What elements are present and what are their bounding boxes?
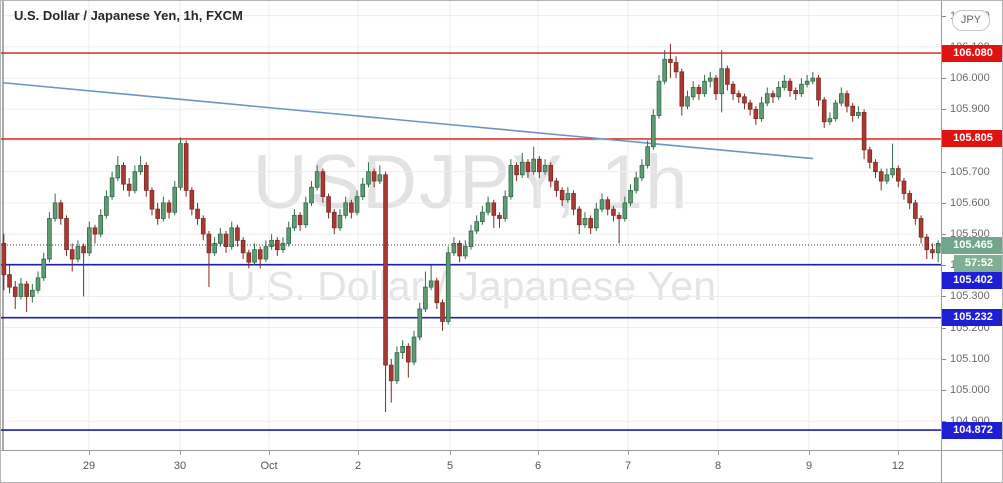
axis-corner-separator [941,451,942,482]
candlestick-chart[interactable] [1,1,941,450]
time-tick-label: 6 [534,460,542,472]
time-tick-label: 2 [354,460,362,472]
time-tick-label: 30 [173,460,187,472]
symbol-legend[interactable]: U.S. Dollar / Japanese Yen, 1h, FXCM [14,8,243,23]
currency-toggle-button[interactable]: JPY [952,10,990,31]
time-tick-label: 9 [805,460,813,472]
time-tick-mark [450,451,451,455]
time-tick-mark [180,451,181,455]
resistance-price-badge[interactable]: 105.805 [942,130,1002,148]
price-axis[interactable]: 106.200106.100106.000105.900105.800105.7… [941,1,1002,450]
price-tick: 105.000 [942,383,1002,397]
time-tick-label: 12 [891,460,905,472]
time-tick-mark [718,451,719,455]
time-tick-label: 29 [82,460,96,472]
countdown-badge: 57:52 [954,254,1002,272]
time-axis[interactable]: 29 30 Oct 2 5 6 7 8 9 12 [1,450,1002,482]
time-tick-mark [269,451,270,455]
time-tick-mark [898,451,899,455]
last-price-badge: 105.465 [942,236,1002,254]
time-tick-mark [628,451,629,455]
time-tick-mark [358,451,359,455]
price-tick: 105.700 [942,165,1002,179]
support-price-badge[interactable]: 104.872 [942,421,1002,439]
resistance-price-badge[interactable]: 106.080 [942,44,1002,62]
price-tick: 105.600 [942,196,1002,210]
time-tick-label: 5 [446,460,454,472]
candlestick-series [1,43,941,412]
support-price-badge[interactable]: 105.402 [942,272,1002,289]
time-tick-mark [809,451,810,455]
time-tick-mark [538,451,539,455]
price-tick: 105.300 [942,289,1002,303]
support-price-badge[interactable]: 105.232 [942,309,1002,327]
time-tick-label: 7 [624,460,632,472]
price-tick: 106.000 [942,71,1002,85]
time-tick-mark [89,451,90,455]
time-tick-label: Oct [260,460,278,472]
time-tick-label: 8 [714,460,722,472]
price-tick: 105.100 [942,352,1002,366]
descending-trend-line[interactable] [2,81,814,160]
price-tick: 105.900 [942,102,1002,116]
